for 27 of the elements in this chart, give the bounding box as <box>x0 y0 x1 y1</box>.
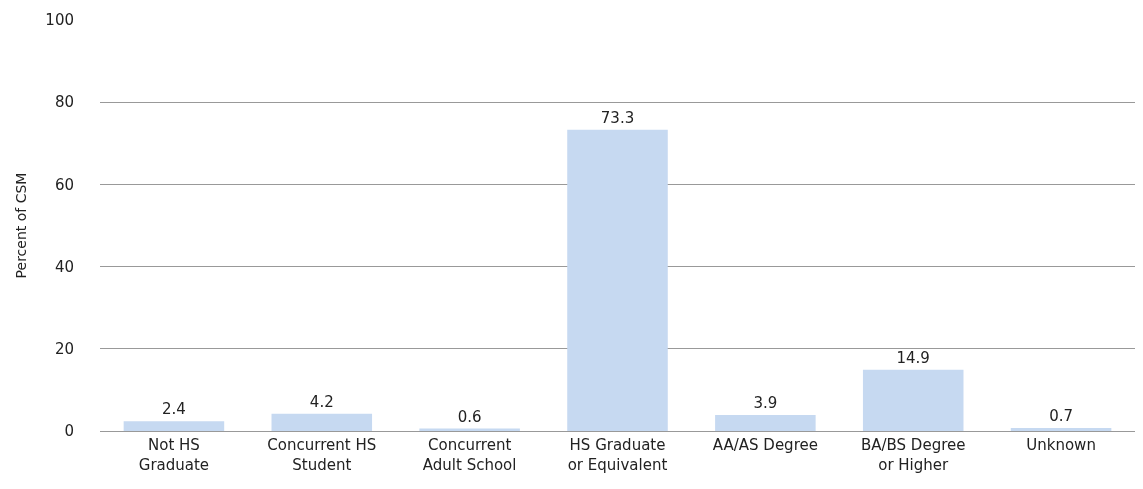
x-tick-label: Not HS Graduate <box>138 436 210 474</box>
x-tick-label: Unknown <box>1026 436 1096 454</box>
data-label: 4.2 <box>309 392 334 411</box>
y-tick-label: 40 <box>54 257 74 276</box>
bar <box>123 421 225 431</box>
x-tick-label: Concurrent HS Student <box>267 436 377 474</box>
bar <box>715 414 816 431</box>
x-tick-label: HS Graduate or Equivalent <box>567 436 668 474</box>
y-tick-label: 100 <box>45 11 74 30</box>
x-tick-label: Concurrent Adult School <box>422 436 517 474</box>
data-label: 0.6 <box>457 407 482 426</box>
data-label: 0.7 <box>1049 407 1073 426</box>
bar <box>1010 428 1112 431</box>
y-tick-label: 0 <box>64 422 74 441</box>
bar <box>862 369 964 431</box>
data-label: 73.3 <box>600 108 635 127</box>
data-label: 14.9 <box>896 348 930 367</box>
y-tick-label: 80 <box>54 93 74 112</box>
y-tick-label: 60 <box>54 175 74 194</box>
x-tick-label: AA/AS Degree <box>712 436 818 454</box>
data-label: 3.9 <box>753 393 778 412</box>
y-axis-title: Percent of CSM <box>12 172 29 279</box>
data-label: 2.4 <box>162 400 186 419</box>
bar <box>271 413 373 431</box>
x-tick-label: BA/BS Degree or Higher <box>860 436 966 474</box>
bar <box>567 129 668 431</box>
y-tick-label: 20 <box>54 340 74 359</box>
